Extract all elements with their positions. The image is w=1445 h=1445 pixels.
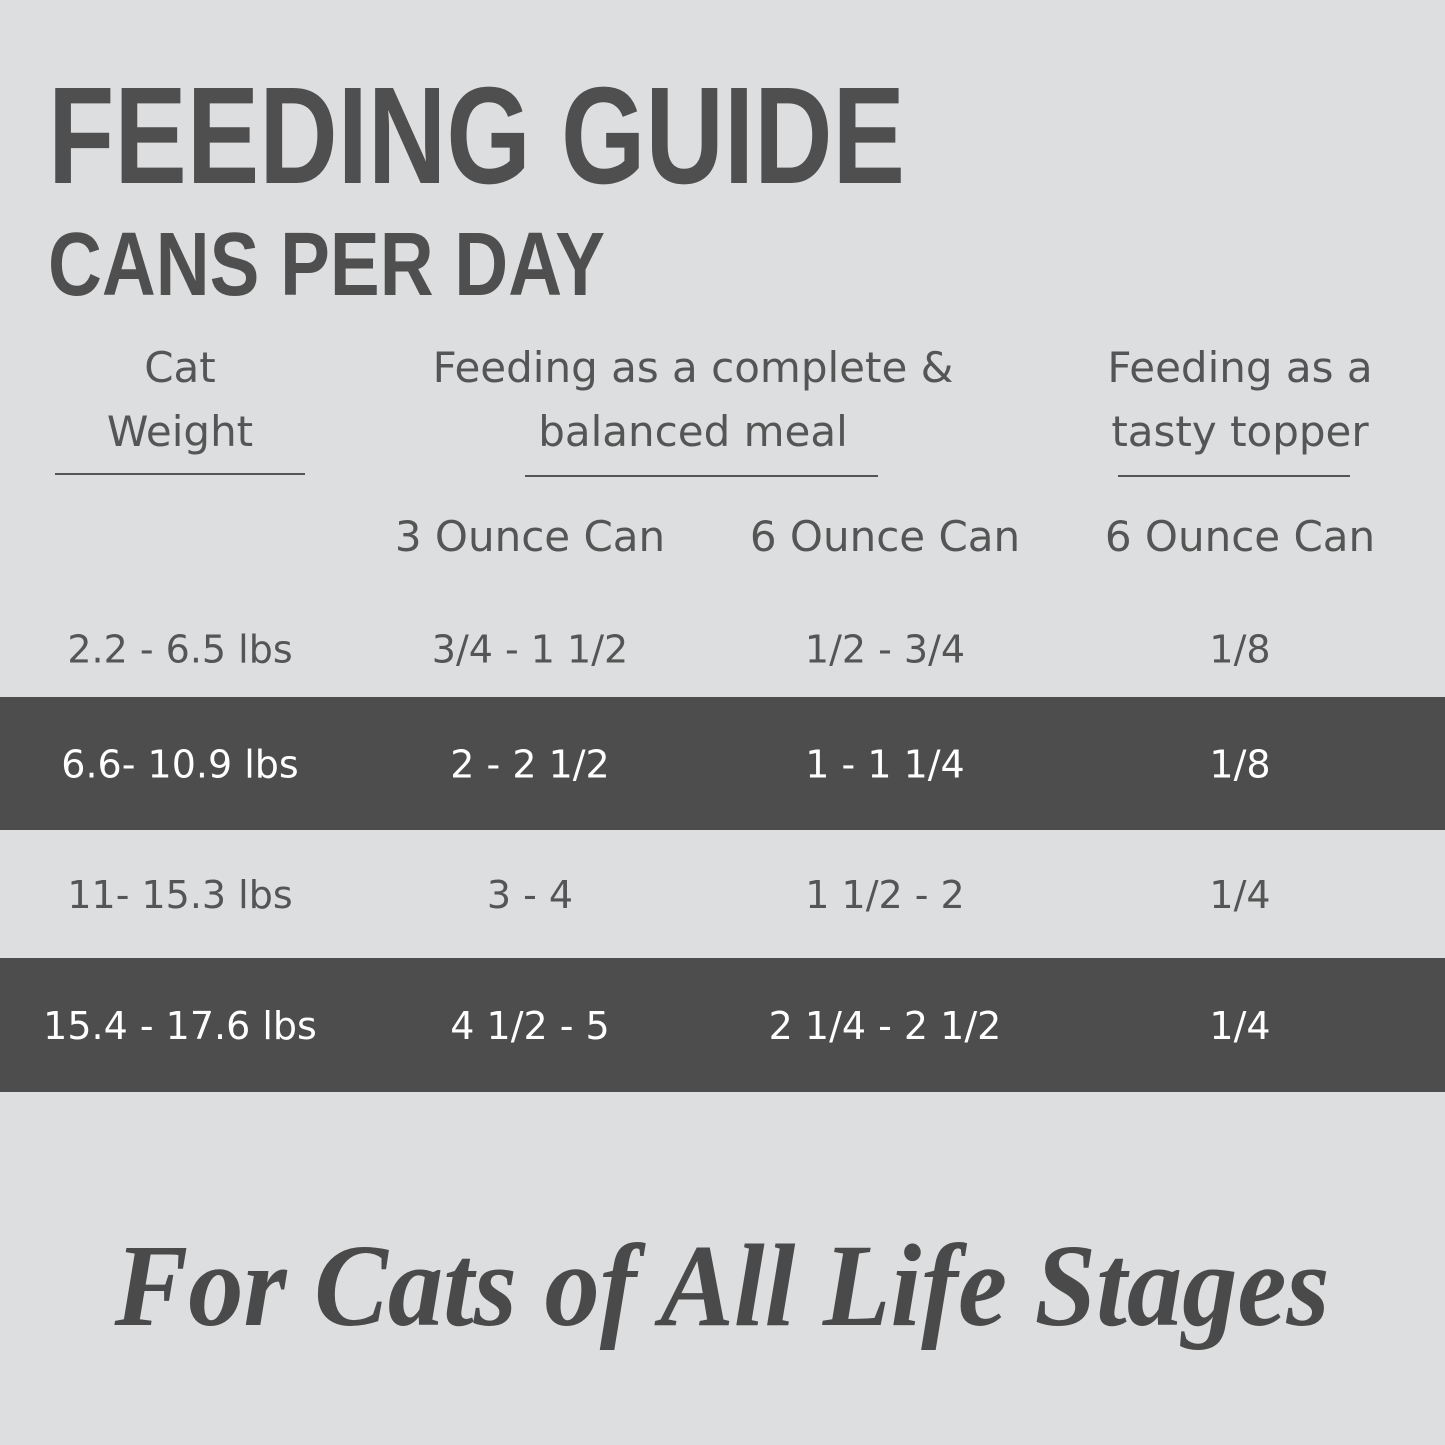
group-header: Feeding as a complete & <box>433 343 954 392</box>
table-cell: 1 - 1 1/4 <box>805 743 964 787</box>
table-cell: 3/4 - 1 1/2 <box>432 628 628 672</box>
table-cell: 4 1/2 - 5 <box>450 1004 609 1048</box>
table-cell: 1/2 - 3/4 <box>805 628 965 672</box>
table-cell: 2 - 2 1/2 <box>450 743 609 787</box>
column-header: 6 Ounce Can <box>1105 512 1375 561</box>
table-cell: 1 1/2 - 2 <box>805 873 964 917</box>
table-cell: 1/8 <box>1209 743 1270 787</box>
table-cell: 1/8 <box>1209 628 1270 672</box>
table-cell: 2.2 - 6.5 lbs <box>67 628 292 672</box>
tagline: For Cats of All Life Stages <box>114 1220 1330 1351</box>
group-header: tasty topper <box>1111 407 1369 456</box>
table-cell: 11- 15.3 lbs <box>67 873 292 917</box>
group-header: Weight <box>107 407 253 456</box>
column-header: 6 Ounce Can <box>750 512 1020 561</box>
table-cell: 6.6- 10.9 lbs <box>61 743 298 787</box>
table-cell: 15.4 - 17.6 lbs <box>43 1004 317 1048</box>
column-header: 3 Ounce Can <box>395 512 665 561</box>
table-cell: 3 - 4 <box>487 873 573 917</box>
group-header: balanced meal <box>538 407 848 456</box>
row-band <box>0 697 1445 830</box>
title: FEEDING GUIDE <box>48 59 905 213</box>
row-band <box>0 958 1445 1092</box>
table-cell: 1/4 <box>1209 873 1270 917</box>
group-header: Feeding as a <box>1107 343 1372 392</box>
table-cell: 1/4 <box>1209 1004 1270 1048</box>
group-header: Cat <box>144 343 216 392</box>
subtitle: CANS PER DAY <box>48 215 605 315</box>
table-cell: 2 1/4 - 2 1/2 <box>769 1004 1002 1048</box>
